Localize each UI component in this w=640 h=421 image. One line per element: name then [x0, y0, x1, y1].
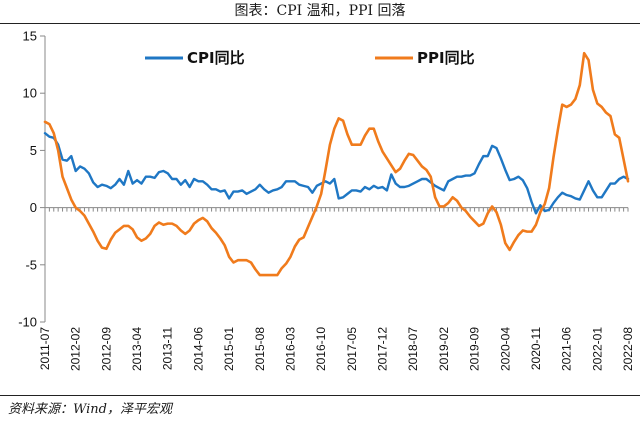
x-tick-label: 2019-02 — [437, 327, 451, 371]
x-tick-label: 2015-08 — [253, 327, 267, 371]
x-tick-label: 2013-04 — [130, 327, 144, 371]
y-tick-label: 15 — [23, 29, 37, 44]
x-tick-label: 2022-01 — [590, 327, 604, 371]
y-tick-label: -10 — [18, 315, 37, 330]
ppi-legend-label: PPI同比 — [417, 49, 475, 67]
y-axis-ticks: -10 -5 0 5 10 15 — [18, 29, 45, 330]
x-tick-label: 2011-07 — [38, 327, 52, 370]
x-tick-label: 2019-09 — [468, 327, 482, 371]
x-tick-label: 2013-11 — [161, 327, 175, 370]
x-tick-label: 2012-02 — [69, 327, 83, 371]
x-tick-label: 2016-03 — [283, 327, 297, 371]
x-tick-label: 2014-06 — [191, 327, 205, 371]
chart-axes — [44, 36, 628, 322]
x-tick-label: 2015-01 — [222, 327, 236, 371]
x-tick-label: 2022-08 — [621, 327, 635, 371]
x-tick-label: 2020-04 — [498, 327, 512, 371]
x-tick-label: 2017-05 — [345, 327, 359, 371]
chart-title: 图表：CPI 温和，PPI 回落 — [234, 3, 406, 19]
chart-legend: CPI同比 PPI同比 — [145, 49, 475, 67]
x-tick-label: 2018-07 — [406, 327, 420, 371]
ppi-series-line — [43, 51, 630, 277]
title-divider — [0, 23, 640, 24]
x-tick-label: 2020-11 — [529, 327, 543, 370]
x-tick-label: 2017-12 — [376, 327, 390, 371]
line-chart: -10 -5 0 5 10 15 2011-07 2012-02 2012-09 2013-04… — [18, 29, 635, 372]
chart-series — [43, 51, 630, 277]
x-axis-ticks: 2011-07 2012-02 2012-09 2013-04 2013-11 2014-… — [38, 207, 635, 371]
y-tick-label: 5 — [30, 143, 37, 158]
source-note: 资料来源：Wind，泽平宏观 — [8, 402, 172, 417]
x-tick-label: 2012-09 — [99, 327, 113, 371]
x-tick-label: 2016-10 — [314, 327, 328, 371]
cpi-legend-label: CPI同比 — [187, 49, 245, 67]
y-tick-label: 0 — [30, 200, 37, 215]
source-divider — [0, 395, 640, 396]
y-tick-label: 10 — [23, 86, 37, 101]
y-tick-label: -5 — [25, 257, 37, 272]
x-tick-label: 2021-06 — [560, 327, 574, 371]
cpi-series-line — [43, 132, 630, 215]
